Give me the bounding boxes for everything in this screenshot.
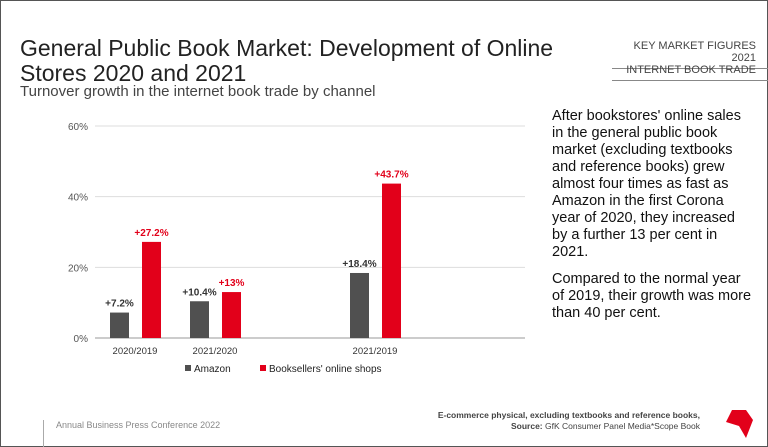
side-paragraph: Compared to the normal year of 2019, the… bbox=[552, 271, 752, 321]
source-label: Source: bbox=[510, 421, 543, 431]
page-subtitle: Turnover growth in the internet book tra… bbox=[20, 83, 376, 100]
page-title: General Public Book Market: Development … bbox=[20, 35, 554, 86]
bar-chart: 0% 20% 40% 60% 2020/2019 +7.2% +27.2% 2021/2020… bbox=[68, 122, 525, 375]
x-tick-label: 2021/2019 bbox=[353, 346, 398, 357]
legend-swatch bbox=[185, 365, 191, 371]
x-tick-label: 2020/2019 bbox=[113, 346, 158, 357]
section-tag: KEY MARKET FIGURES 2021 bbox=[612, 40, 768, 69]
legend-label: Amazon bbox=[194, 364, 231, 375]
y-tick-label: 60% bbox=[68, 122, 88, 133]
bar bbox=[382, 183, 401, 338]
logo-icon bbox=[726, 410, 753, 438]
subsection-tag: INTERNET BOOK TRADE bbox=[612, 64, 768, 81]
data-label: +10.4% bbox=[182, 287, 216, 298]
legend-label: Booksellers' online shops bbox=[269, 364, 382, 375]
legend-swatch bbox=[260, 365, 266, 371]
side-text: After bookstores' online sales in the ge… bbox=[552, 108, 752, 332]
data-label: +18.4% bbox=[342, 259, 376, 270]
bar bbox=[110, 312, 129, 338]
footer-event: Annual Business Press Conference 2022 bbox=[56, 420, 221, 430]
footer-note: E-commerce physical, excluding textbooks… bbox=[437, 410, 700, 420]
bar bbox=[190, 301, 209, 338]
y-tick-label: 40% bbox=[68, 193, 88, 204]
source-text: GfK Consumer Panel Media*Scope Book bbox=[545, 421, 700, 431]
side-paragraph: After bookstores' online sales in the ge… bbox=[552, 108, 741, 260]
data-label: +43.7% bbox=[374, 170, 408, 181]
footer-source: E-commerce physical, excluding textbooks… bbox=[438, 410, 700, 432]
data-label: +27.2% bbox=[134, 228, 168, 239]
y-tick-label: 20% bbox=[68, 263, 88, 274]
bar bbox=[350, 272, 369, 338]
x-tick-label: 2021/2020 bbox=[193, 346, 238, 357]
bar bbox=[222, 292, 241, 338]
data-label: +7.2% bbox=[105, 299, 134, 310]
divider bbox=[43, 420, 44, 447]
data-label: +13% bbox=[219, 278, 245, 289]
bar bbox=[142, 241, 161, 338]
y-tick-label: 0% bbox=[74, 334, 89, 345]
